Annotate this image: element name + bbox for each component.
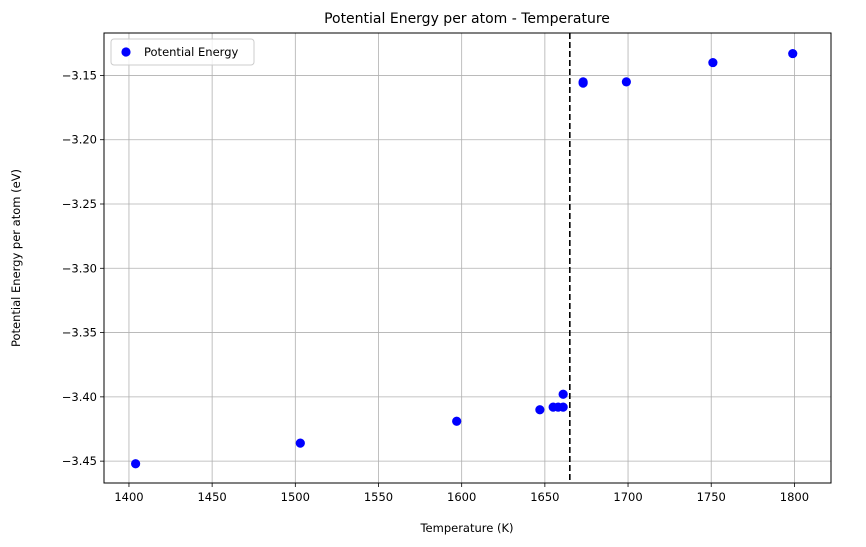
grid-lines <box>104 33 831 483</box>
x-tick-label: 1400 <box>114 490 143 504</box>
x-tick-label: 1500 <box>281 490 310 504</box>
plot-frame <box>103 32 832 484</box>
x-tick-label: 1450 <box>197 490 226 504</box>
x-axis-label: Temperature (K) <box>419 521 513 535</box>
x-axis-ticks: 1400 1450 1500 1550 1600 1650 1700 1750 1800 <box>114 483 809 504</box>
data-point <box>558 389 568 399</box>
data-point <box>535 405 545 415</box>
data-point <box>788 48 798 59</box>
data-point <box>295 438 305 448</box>
data-point <box>578 78 588 88</box>
x-tick-label: 1550 <box>364 490 393 504</box>
data-point <box>708 57 718 68</box>
y-axis-ticks: −3.45 −3.40 −3.35 −3.30 −3.25 −3.20 −3.15 <box>62 68 104 468</box>
data-point <box>452 416 462 426</box>
data-marks <box>131 33 798 483</box>
legend: Potential Energy <box>110 38 255 66</box>
y-tick-label: −3.30 <box>62 261 97 275</box>
y-tick-label: −3.20 <box>62 133 97 147</box>
x-tick-label: 1700 <box>613 490 642 504</box>
x-tick-label: 1600 <box>447 490 476 504</box>
data-point <box>131 459 141 469</box>
x-tick-label: 1800 <box>780 490 809 504</box>
y-tick-label: −3.25 <box>62 197 97 211</box>
y-tick-label: −3.15 <box>62 68 97 82</box>
data-point <box>558 402 568 412</box>
chart-title: Potential Energy per atom - Temperature <box>324 11 610 27</box>
y-tick-label: −3.45 <box>62 454 97 468</box>
legend-marker <box>121 47 131 57</box>
data-point <box>621 77 631 87</box>
legend-label: Potential Energy <box>144 45 238 59</box>
legend-box <box>110 38 255 66</box>
x-tick-label: 1650 <box>530 490 559 504</box>
y-tick-label: −3.40 <box>62 390 97 404</box>
x-tick-label: 1750 <box>697 490 726 504</box>
y-tick-label: −3.35 <box>62 326 97 340</box>
y-axis-label: Potential Energy per atom (eV) <box>9 169 23 347</box>
